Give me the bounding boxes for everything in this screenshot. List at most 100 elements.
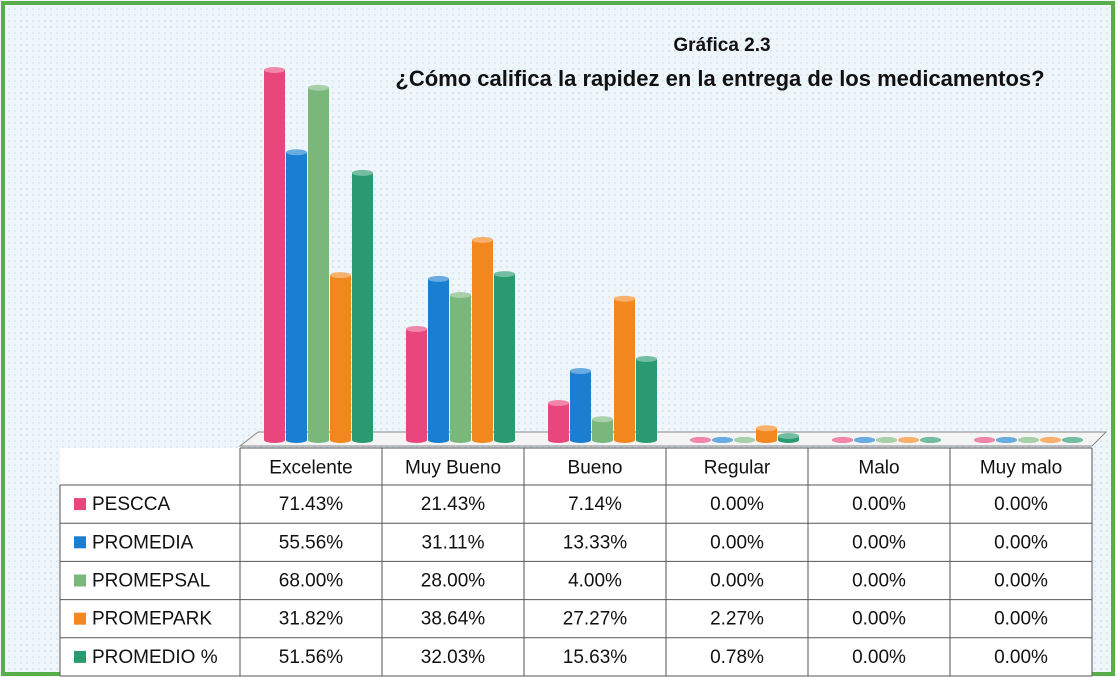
bar-base [308, 437, 329, 443]
bar-top [308, 84, 329, 91]
bar [450, 294, 471, 440]
value-label: 0.00% [994, 532, 1048, 553]
column-header: Excelente [269, 458, 352, 479]
value-label: 0.00% [994, 647, 1048, 668]
value-label: 32.03% [421, 647, 486, 668]
value-label: 0.00% [852, 494, 906, 515]
value-label: 31.11% [421, 532, 484, 553]
bar-base [472, 437, 493, 443]
bar-top [712, 437, 733, 443]
bar-top [286, 149, 307, 156]
bar-base [286, 437, 307, 443]
bar-top [1062, 437, 1083, 443]
table-bg [60, 448, 1092, 677]
column-header: Regular [704, 458, 771, 479]
value-label: 0.00% [852, 571, 906, 592]
bar [636, 359, 657, 440]
legend-label: PROMEPSAL [92, 571, 210, 592]
value-label: 15.63% [563, 647, 628, 668]
bar-top [756, 425, 777, 432]
value-label: 0.78% [710, 647, 764, 668]
bar-top [876, 437, 897, 443]
bar-base [352, 437, 373, 443]
legend-label: PROMEDIA [92, 532, 194, 553]
bar [472, 239, 493, 440]
value-label: 68.00% [279, 571, 344, 592]
bar-top [854, 437, 875, 443]
bar-top [548, 400, 569, 407]
bar-top [1040, 437, 1061, 443]
bar [428, 278, 449, 440]
value-label: 21.43% [421, 494, 486, 515]
legend-swatch [74, 574, 86, 587]
value-label: 28.00% [421, 571, 486, 592]
value-label: 0.00% [852, 532, 906, 553]
legend-label: PROMEPARK [92, 609, 212, 630]
chart-subtitle: ¿Cómo califica la rapidez en la entrega … [395, 66, 1044, 91]
bar-top [1018, 437, 1039, 443]
bar [614, 298, 635, 440]
legend-label: PESCCA [92, 494, 170, 515]
value-label: 0.00% [710, 532, 764, 553]
legend-swatch [74, 536, 86, 549]
bar [548, 403, 569, 440]
bar [756, 428, 777, 440]
value-label: 0.00% [994, 609, 1048, 630]
bar [570, 370, 591, 440]
value-label: 55.56% [279, 532, 344, 553]
bar-base [264, 437, 285, 443]
bar-top [778, 432, 799, 439]
bar-base [636, 437, 657, 443]
bar-base [548, 437, 569, 443]
bar-top [614, 295, 635, 302]
bar-base [330, 437, 351, 443]
value-label: 0.00% [994, 571, 1048, 592]
value-label: 0.00% [852, 609, 906, 630]
legend-label: PROMEDIO % [92, 647, 218, 668]
value-label: 0.00% [710, 494, 764, 515]
bar-base [756, 437, 777, 443]
value-label: 7.14% [568, 494, 622, 515]
bar-top [494, 271, 515, 278]
bar-base [592, 437, 613, 443]
bar [494, 274, 515, 440]
bar [330, 275, 351, 440]
bar-base [494, 437, 515, 443]
legend-swatch [74, 612, 86, 625]
value-label: 31.82% [279, 609, 344, 630]
value-label: 38.64% [421, 609, 486, 630]
bar-top [472, 236, 493, 243]
bar-top [330, 272, 351, 279]
chart-title: Gráfica 2.3 [673, 35, 770, 56]
value-label: 4.00% [568, 571, 622, 592]
bar [308, 87, 329, 441]
legend-swatch [74, 650, 86, 663]
bar-top [690, 437, 711, 443]
value-label: 51.56% [279, 647, 344, 668]
value-label: 0.00% [852, 647, 906, 668]
bar [352, 172, 373, 440]
value-label: 2.27% [710, 609, 764, 630]
value-label: 0.00% [710, 571, 764, 592]
bar-top [920, 437, 941, 443]
bar-top [734, 437, 755, 443]
column-header: Malo [858, 458, 899, 479]
bar-top [996, 437, 1017, 443]
bar [264, 70, 285, 440]
legend-swatch [74, 498, 86, 511]
bar-top [832, 437, 853, 443]
bar-top [974, 437, 995, 443]
bar [286, 152, 307, 440]
bar-top [592, 416, 613, 423]
value-label: 13.33% [563, 532, 628, 553]
bar-base [614, 437, 635, 443]
bar-top [264, 67, 285, 73]
column-header: Muy malo [980, 458, 1062, 479]
bar-base [570, 437, 591, 443]
bar [406, 328, 427, 440]
bar-top [636, 356, 657, 363]
bar-top [450, 291, 471, 298]
value-label: 71.43% [279, 494, 344, 515]
bar-top [406, 325, 427, 332]
